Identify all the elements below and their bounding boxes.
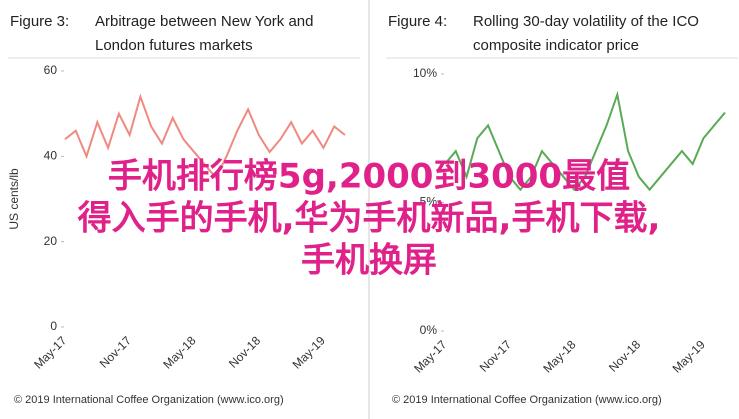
figure-label: Figure 3: <box>10 13 69 30</box>
x-tick-label: Nov-17 <box>97 333 134 370</box>
figure-label: Figure 4: <box>388 13 447 30</box>
series-line <box>64 93 346 180</box>
x-tick-label: May-18 <box>160 333 198 371</box>
x-tick-label: Nov-18 <box>226 333 263 370</box>
y-axis-label: US cents/lb <box>7 168 21 230</box>
chart-title: Rolling 30-day volatility of the ICO <box>473 13 699 30</box>
y-tick-label: 0% <box>420 323 438 337</box>
overlay-text: 手机排行榜5g,2000到3000最值 <box>108 157 630 197</box>
y-tick-label: 60 <box>44 63 58 77</box>
overlay-text: 得入手的手机,华为手机新品,手机下载, <box>77 199 661 239</box>
overlay-text: 手机换屏 <box>301 241 437 281</box>
footer: © 2019 International Coffee Organization… <box>14 394 284 406</box>
x-tick-label: Nov-17 <box>477 337 514 374</box>
x-tick-label: May-17 <box>411 337 449 375</box>
footer: © 2019 International Coffee Organization… <box>392 394 662 406</box>
x-tick-label: May-19 <box>670 337 708 375</box>
y-tick-label: 0 <box>50 319 57 333</box>
chart-title: London futures markets <box>95 37 253 54</box>
y-tick-label: 5% <box>420 195 438 209</box>
x-tick-label: May-19 <box>290 333 328 371</box>
x-tick-label: May-18 <box>540 337 578 375</box>
y-tick-label: 20 <box>44 234 58 248</box>
x-tick-label: Nov-18 <box>606 337 643 374</box>
y-tick-label: 40 <box>44 149 58 163</box>
x-tick-label: May-17 <box>31 333 69 371</box>
chart-title: composite indicator price <box>473 37 639 54</box>
chart-title: Arbitrage between New York and <box>95 13 313 30</box>
y-tick-label: 10% <box>413 66 437 80</box>
series-line <box>444 90 726 192</box>
